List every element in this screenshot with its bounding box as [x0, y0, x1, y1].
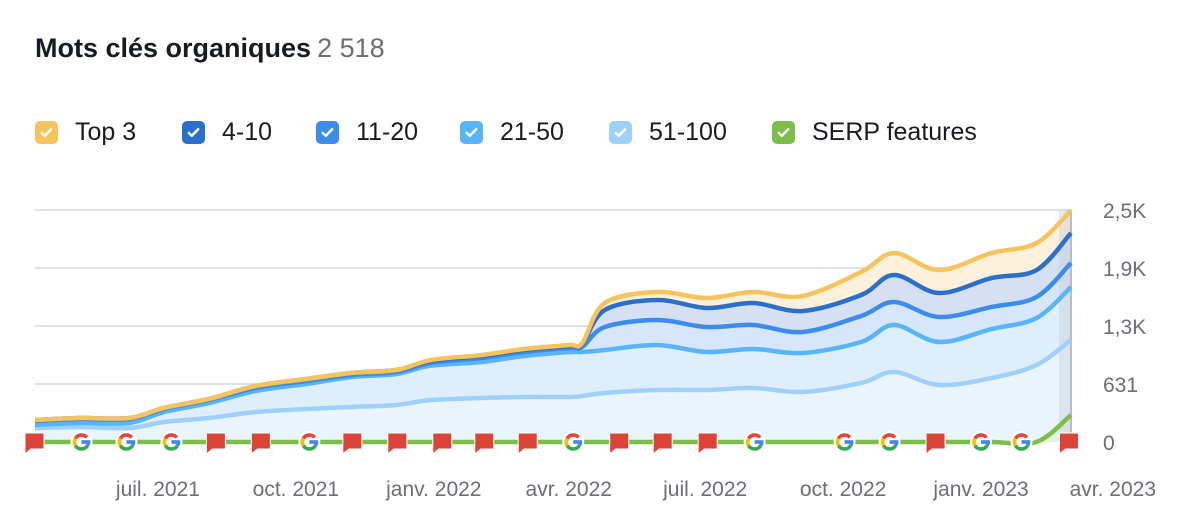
note-flag-icon[interactable]: [609, 432, 630, 456]
legend-label: 4-10: [222, 117, 273, 146]
line-top-3: [34, 208, 1073, 423]
line-51-100: [34, 338, 1073, 431]
note-flag-icon[interactable]: [24, 432, 45, 456]
google-update-icon[interactable]: [160, 431, 183, 453]
google-update-icon[interactable]: [743, 431, 766, 453]
legend-label: 11-20: [356, 117, 419, 146]
checkbox-checked-icon[interactable]: [772, 120, 795, 144]
legend-label: 51-100: [649, 117, 727, 146]
legend-item-11-20[interactable]: 11-20: [316, 118, 418, 146]
google-update-icon[interactable]: [833, 431, 856, 453]
y-tick-label: 2,5K: [1103, 200, 1146, 223]
google-update-icon[interactable]: [115, 431, 138, 453]
legend-label: SERP features: [812, 117, 977, 146]
x-tick-label: oct. 2022: [800, 478, 886, 501]
legend-item-top-3[interactable]: Top 3: [35, 118, 136, 146]
google-update-icon[interactable]: [298, 431, 321, 453]
x-tick-label: janv. 2023: [932, 478, 1028, 501]
y-tick-label: 1,3K: [1103, 316, 1146, 339]
note-flag-icon[interactable]: [697, 432, 718, 456]
chart-title: Mots clés organiques 2 518: [35, 33, 385, 64]
note-flag-icon[interactable]: [925, 432, 946, 456]
x-tick-label: avr. 2022: [526, 478, 612, 501]
legend-item-21-50[interactable]: 21-50: [460, 118, 564, 146]
legend-label: Top 3: [75, 117, 137, 146]
x-tick-label: juil. 2021: [115, 478, 200, 501]
area-51-100: [35, 339, 1071, 442]
note-flag-icon[interactable]: [1059, 432, 1080, 456]
y-tick-label: 631: [1103, 374, 1138, 397]
note-flag-icon[interactable]: [652, 432, 673, 456]
legend-item-51-100[interactable]: 51-100: [609, 118, 727, 146]
x-tick-label: avr. 2023: [1070, 478, 1156, 501]
google-update-icon[interactable]: [1010, 431, 1033, 453]
line-21-50: [34, 285, 1073, 428]
note-flag-icon[interactable]: [205, 432, 226, 456]
keyword-count: 2 518: [317, 33, 385, 63]
x-tick-label: janv. 2022: [385, 478, 481, 501]
checkbox-checked-icon[interactable]: [35, 120, 58, 144]
note-flag-icon[interactable]: [517, 432, 538, 456]
note-flag-icon[interactable]: [474, 432, 495, 456]
checkbox-checked-icon[interactable]: [316, 120, 339, 144]
x-tick-label: oct. 2021: [253, 478, 339, 501]
title-text: Mots clés organiques: [35, 33, 312, 63]
note-flag-icon[interactable]: [387, 432, 408, 456]
legend-label: 21-50: [500, 117, 564, 146]
checkbox-checked-icon[interactable]: [609, 120, 632, 144]
note-flag-icon[interactable]: [342, 432, 363, 456]
google-update-icon[interactable]: [70, 431, 93, 453]
google-update-icon[interactable]: [878, 431, 901, 453]
x-tick-label: juil. 2022: [662, 478, 747, 501]
checkbox-checked-icon[interactable]: [182, 120, 205, 144]
checkbox-checked-icon[interactable]: [460, 120, 483, 144]
y-tick-label: 1,9K: [1103, 258, 1146, 281]
note-flag-icon[interactable]: [432, 432, 453, 456]
note-flag-icon[interactable]: [250, 432, 271, 456]
legend-item-serp-features[interactable]: SERP features: [772, 118, 977, 146]
google-update-icon[interactable]: [970, 431, 993, 453]
legend-item-4-10[interactable]: 4-10: [182, 118, 272, 146]
y-tick-label: 0: [1103, 432, 1115, 455]
google-update-icon[interactable]: [562, 431, 585, 453]
